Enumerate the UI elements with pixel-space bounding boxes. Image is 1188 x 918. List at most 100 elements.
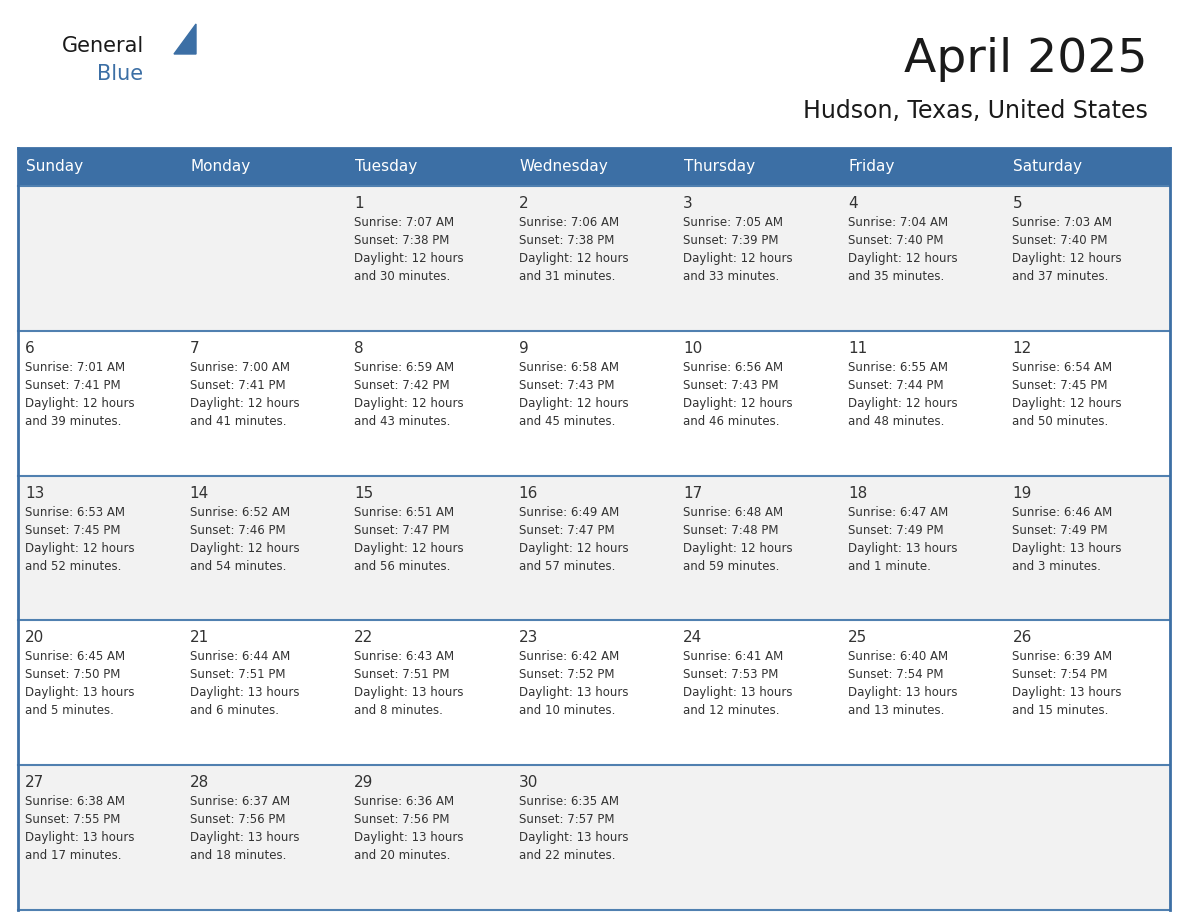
- Text: 12: 12: [1012, 341, 1031, 356]
- Text: 21: 21: [190, 631, 209, 645]
- Text: Sunrise: 7:01 AM: Sunrise: 7:01 AM: [25, 361, 125, 374]
- Text: Sunset: 7:39 PM: Sunset: 7:39 PM: [683, 234, 779, 247]
- Text: Sunset: 7:52 PM: Sunset: 7:52 PM: [519, 668, 614, 681]
- Text: April 2025: April 2025: [904, 37, 1148, 82]
- Text: 16: 16: [519, 486, 538, 500]
- Text: 4: 4: [848, 196, 858, 211]
- Text: 3: 3: [683, 196, 693, 211]
- Text: and 13 minutes.: and 13 minutes.: [848, 704, 944, 717]
- Bar: [18, 621, 1170, 766]
- Text: Sunset: 7:44 PM: Sunset: 7:44 PM: [848, 379, 943, 392]
- Text: Sunset: 7:49 PM: Sunset: 7:49 PM: [1012, 523, 1108, 537]
- Text: Daylight: 12 hours: Daylight: 12 hours: [519, 542, 628, 554]
- Text: Daylight: 13 hours: Daylight: 13 hours: [519, 831, 628, 845]
- Text: Sunrise: 6:37 AM: Sunrise: 6:37 AM: [190, 795, 290, 808]
- Text: Saturday: Saturday: [1013, 160, 1082, 174]
- Text: 9: 9: [519, 341, 529, 356]
- Text: and 50 minutes.: and 50 minutes.: [1012, 415, 1108, 428]
- Text: 6: 6: [25, 341, 34, 356]
- Text: and 1 minute.: and 1 minute.: [848, 560, 930, 573]
- Text: Daylight: 13 hours: Daylight: 13 hours: [848, 542, 958, 554]
- Text: Sunrise: 6:42 AM: Sunrise: 6:42 AM: [519, 650, 619, 664]
- Text: and 57 minutes.: and 57 minutes.: [519, 560, 615, 573]
- Text: 13: 13: [25, 486, 44, 500]
- Text: Wednesday: Wednesday: [519, 160, 608, 174]
- Text: Sunrise: 6:46 AM: Sunrise: 6:46 AM: [1012, 506, 1113, 519]
- Text: and 10 minutes.: and 10 minutes.: [519, 704, 615, 717]
- Text: 23: 23: [519, 631, 538, 645]
- Text: Sunrise: 7:07 AM: Sunrise: 7:07 AM: [354, 216, 454, 229]
- Text: and 45 minutes.: and 45 minutes.: [519, 415, 615, 428]
- Text: 19: 19: [1012, 486, 1032, 500]
- Text: Sunrise: 6:40 AM: Sunrise: 6:40 AM: [848, 650, 948, 664]
- Text: Daylight: 12 hours: Daylight: 12 hours: [1012, 252, 1121, 265]
- Bar: [18, 186, 1170, 330]
- Text: Sunrise: 6:49 AM: Sunrise: 6:49 AM: [519, 506, 619, 519]
- Text: Daylight: 13 hours: Daylight: 13 hours: [190, 831, 299, 845]
- Text: Sunrise: 6:44 AM: Sunrise: 6:44 AM: [190, 650, 290, 664]
- Bar: [18, 476, 1170, 621]
- Text: 11: 11: [848, 341, 867, 356]
- Text: and 8 minutes.: and 8 minutes.: [354, 704, 443, 717]
- Text: Daylight: 12 hours: Daylight: 12 hours: [25, 397, 134, 409]
- Text: Sunrise: 7:05 AM: Sunrise: 7:05 AM: [683, 216, 783, 229]
- Text: 5: 5: [1012, 196, 1022, 211]
- Text: Sunset: 7:38 PM: Sunset: 7:38 PM: [354, 234, 449, 247]
- Text: and 22 minutes.: and 22 minutes.: [519, 849, 615, 862]
- Text: and 15 minutes.: and 15 minutes.: [1012, 704, 1108, 717]
- Text: Sunrise: 6:56 AM: Sunrise: 6:56 AM: [683, 361, 783, 374]
- Bar: [18, 330, 1170, 476]
- Text: Monday: Monday: [190, 160, 251, 174]
- Text: 10: 10: [683, 341, 702, 356]
- Text: Sunset: 7:53 PM: Sunset: 7:53 PM: [683, 668, 778, 681]
- Text: Daylight: 12 hours: Daylight: 12 hours: [683, 397, 792, 409]
- Text: Sunset: 7:45 PM: Sunset: 7:45 PM: [25, 523, 120, 537]
- Text: Sunrise: 6:54 AM: Sunrise: 6:54 AM: [1012, 361, 1112, 374]
- Text: Sunset: 7:47 PM: Sunset: 7:47 PM: [519, 523, 614, 537]
- Text: Sunset: 7:42 PM: Sunset: 7:42 PM: [354, 379, 450, 392]
- Text: Sunset: 7:51 PM: Sunset: 7:51 PM: [354, 668, 449, 681]
- Text: Daylight: 13 hours: Daylight: 13 hours: [25, 687, 134, 700]
- Bar: [18, 148, 1170, 186]
- Text: and 52 minutes.: and 52 minutes.: [25, 560, 121, 573]
- Text: Daylight: 13 hours: Daylight: 13 hours: [848, 687, 958, 700]
- Text: Sunset: 7:51 PM: Sunset: 7:51 PM: [190, 668, 285, 681]
- Text: Sunset: 7:49 PM: Sunset: 7:49 PM: [848, 523, 943, 537]
- Text: 15: 15: [354, 486, 373, 500]
- Text: 30: 30: [519, 775, 538, 790]
- Text: Daylight: 13 hours: Daylight: 13 hours: [354, 687, 463, 700]
- Text: General: General: [62, 36, 144, 56]
- Text: Sunset: 7:55 PM: Sunset: 7:55 PM: [25, 813, 120, 826]
- Text: 14: 14: [190, 486, 209, 500]
- Text: and 20 minutes.: and 20 minutes.: [354, 849, 450, 862]
- Text: Sunrise: 7:00 AM: Sunrise: 7:00 AM: [190, 361, 290, 374]
- Text: Sunrise: 6:51 AM: Sunrise: 6:51 AM: [354, 506, 454, 519]
- Text: 1: 1: [354, 196, 364, 211]
- Text: Daylight: 12 hours: Daylight: 12 hours: [683, 542, 792, 554]
- Text: Sunrise: 6:48 AM: Sunrise: 6:48 AM: [683, 506, 783, 519]
- Text: and 39 minutes.: and 39 minutes.: [25, 415, 121, 428]
- Text: and 33 minutes.: and 33 minutes.: [683, 270, 779, 283]
- Text: Sunrise: 6:45 AM: Sunrise: 6:45 AM: [25, 650, 125, 664]
- Text: and 35 minutes.: and 35 minutes.: [848, 270, 944, 283]
- Text: and 6 minutes.: and 6 minutes.: [190, 704, 278, 717]
- Text: Sunrise: 7:04 AM: Sunrise: 7:04 AM: [848, 216, 948, 229]
- Text: Sunday: Sunday: [26, 160, 83, 174]
- Text: Daylight: 13 hours: Daylight: 13 hours: [1012, 542, 1121, 554]
- Text: and 30 minutes.: and 30 minutes.: [354, 270, 450, 283]
- Text: Sunset: 7:48 PM: Sunset: 7:48 PM: [683, 523, 779, 537]
- Text: Blue: Blue: [97, 64, 143, 84]
- Text: Sunset: 7:43 PM: Sunset: 7:43 PM: [683, 379, 779, 392]
- Text: and 56 minutes.: and 56 minutes.: [354, 560, 450, 573]
- Text: and 31 minutes.: and 31 minutes.: [519, 270, 615, 283]
- Text: 29: 29: [354, 775, 373, 790]
- Text: Daylight: 12 hours: Daylight: 12 hours: [1012, 397, 1121, 409]
- Text: Sunset: 7:41 PM: Sunset: 7:41 PM: [190, 379, 285, 392]
- Text: Sunset: 7:45 PM: Sunset: 7:45 PM: [1012, 379, 1108, 392]
- Text: Sunset: 7:54 PM: Sunset: 7:54 PM: [848, 668, 943, 681]
- Text: Daylight: 13 hours: Daylight: 13 hours: [354, 831, 463, 845]
- Text: Sunrise: 6:39 AM: Sunrise: 6:39 AM: [1012, 650, 1112, 664]
- Text: Sunrise: 6:41 AM: Sunrise: 6:41 AM: [683, 650, 784, 664]
- Polygon shape: [173, 24, 196, 54]
- Text: Daylight: 12 hours: Daylight: 12 hours: [354, 542, 463, 554]
